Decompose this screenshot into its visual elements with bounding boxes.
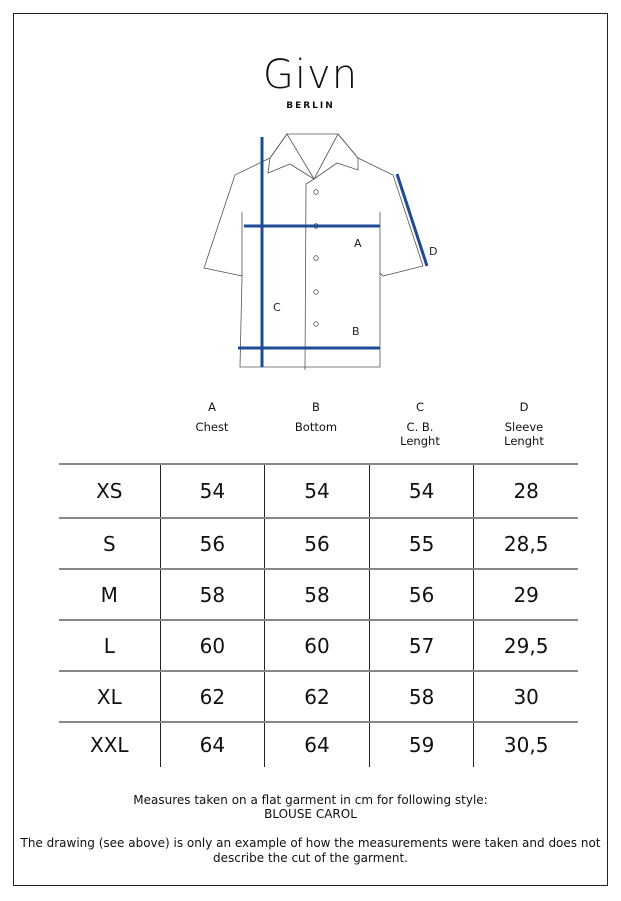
brand-city: BERLIN (286, 101, 335, 111)
measure-cell: 56 (368, 570, 474, 619)
size-cell: XS (96, 479, 123, 503)
shirt-diagram: A B C D (203, 133, 437, 371)
measure-cell: 54 (159, 465, 265, 517)
label-a: A (354, 237, 362, 250)
measure-cell: 54 (368, 465, 474, 517)
header-cb-length: C C. B. Lenght (400, 400, 440, 448)
measure-cell: 56 (264, 519, 369, 568)
buttons (313, 189, 319, 327)
collar-left (267, 133, 315, 180)
note-measures: Measures taken on a flat garment in cm f… (133, 793, 488, 807)
measure-cell: 60 (264, 621, 369, 670)
measure-cell: 57 (368, 621, 474, 670)
page-frame (13, 13, 608, 886)
table-row: XXL 64 64 59 30,5 (59, 721, 578, 767)
size-cell: XXL (90, 733, 129, 757)
size-cell: S (102, 531, 116, 556)
measure-cell: 28 (473, 465, 578, 517)
measure-cell: 54 (264, 465, 369, 517)
collar-right (313, 133, 359, 180)
size-cell: XL (96, 684, 122, 709)
header-sleeve-length: D Sleeve Lenght (504, 400, 544, 448)
measure-cell: 58 (368, 672, 474, 721)
table-row: XL 62 62 58 30 (59, 670, 578, 721)
measure-cell: 62 (159, 672, 265, 721)
table-row: L 60 60 57 29,5 (59, 619, 578, 670)
header-bottom: B Bottom (294, 400, 338, 434)
table-row: XS 54 54 54 28 (59, 463, 578, 517)
measure-d-line (395, 173, 429, 267)
label-b: B (352, 325, 360, 338)
measure-cell: 59 (368, 723, 474, 767)
measure-cell: 29 (473, 570, 578, 619)
note-style: BLOUSE CAROL (264, 807, 357, 821)
brand-logo: Givn (262, 52, 359, 98)
header-chest: A Chest (195, 400, 229, 434)
measure-cell: 64 (264, 723, 369, 767)
label-d: D (429, 245, 437, 258)
placket (304, 178, 315, 371)
measure-cell: 28,5 (473, 519, 578, 568)
side-seams (241, 212, 381, 276)
measure-cell: 30,5 (473, 723, 578, 767)
size-cell: M (100, 582, 118, 607)
measure-cell: 58 (159, 570, 265, 619)
table-row: S 56 56 55 28,5 (59, 517, 578, 568)
size-table: XS 54 54 54 28 S 56 56 55 28,5 M 58 58 56 29 L 60 60 57 29,… (59, 463, 578, 767)
measure-cell: 62 (264, 672, 369, 721)
measure-cell: 56 (159, 519, 265, 568)
shirt-outline (203, 133, 424, 368)
measure-cell: 30 (473, 672, 578, 721)
measure-cell: 55 (368, 519, 474, 568)
note-disclaimer: The drawing (see above) is only an examp… (20, 836, 601, 865)
measure-cell: 60 (159, 621, 265, 670)
size-cell: L (103, 633, 115, 658)
table-row: M 58 58 56 29 (59, 568, 578, 619)
measure-cell: 29,5 (473, 621, 578, 670)
measure-cell: 64 (159, 723, 265, 767)
measure-cell: 58 (264, 570, 369, 619)
label-c: C (273, 301, 281, 314)
